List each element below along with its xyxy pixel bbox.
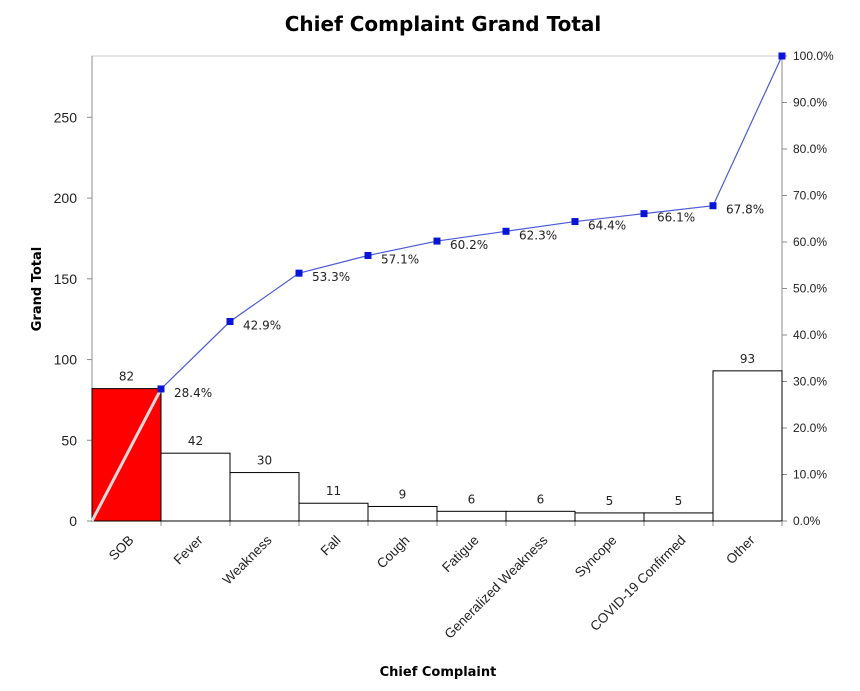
bar-value-label: 5	[675, 494, 683, 508]
bar-value-label: 5	[606, 494, 614, 508]
cumulative-percent-label: 42.9%	[243, 319, 281, 333]
y2-tick-label: 80.0%	[793, 142, 827, 156]
cumulative-percent-label: 64.4%	[588, 219, 626, 233]
category-label: Weakness	[220, 532, 275, 587]
cumulative-marker	[778, 52, 786, 60]
bar	[436, 510, 507, 522]
y2-tick-label: 40.0%	[793, 328, 827, 342]
cumulative-marker	[640, 210, 648, 218]
cumulative-marker	[157, 385, 165, 393]
y-axis-title: Grand Total	[30, 247, 45, 331]
category-label: Fever	[171, 532, 206, 567]
cumulative-marker	[571, 218, 579, 226]
bar	[505, 510, 576, 522]
chart-marks: 0 50 100 150 200 250 0.0% 10.0% 20.0% 30.0% 40.0% 5…	[54, 49, 834, 642]
cumulative-percent-label: 57.1%	[381, 252, 419, 266]
y-tick-label: 100	[54, 352, 78, 368]
cumulative-marker	[502, 227, 510, 235]
y-tick-label: 0	[69, 513, 77, 529]
bar-value-label: 6	[537, 492, 545, 506]
cumulative-percent-label: 60.2%	[450, 238, 488, 252]
bar-value-label: 11	[326, 484, 341, 498]
category-label: SOB	[106, 533, 137, 564]
bar-value-label: 82	[119, 370, 134, 384]
cumulative-percent-label: 28.4%	[174, 386, 212, 400]
y-tick-label: 200	[54, 190, 78, 206]
cumulative-percent-label: 67.8%	[726, 203, 764, 217]
bar-value-label: 6	[468, 492, 476, 506]
x-axis-title: Chief Complaint	[380, 665, 497, 680]
bar-value-label: 93	[740, 352, 755, 366]
y2-tick-label: 60.0%	[793, 235, 827, 249]
y2-tick-label: 30.0%	[793, 375, 827, 389]
y2-tick-label: 20.0%	[793, 421, 827, 435]
cumulative-marker	[226, 318, 234, 326]
y-tick-label: 250	[54, 109, 78, 125]
cumulative-line-start	[90, 388, 163, 522]
bar	[367, 505, 438, 522]
plot-area	[91, 55, 783, 522]
category-label: Fatigue	[439, 533, 481, 575]
bar	[298, 502, 369, 522]
category-label: Fall	[318, 533, 344, 559]
y-tick-label: 50	[61, 432, 77, 448]
y2-tick-label: 10.0%	[793, 468, 827, 482]
cumulative-percent-label: 62.3%	[519, 228, 557, 242]
cumulative-percent-label: 66.1%	[657, 211, 695, 225]
y-tick-label: 150	[54, 271, 78, 287]
bar-value-label: 42	[188, 434, 203, 448]
bar	[574, 512, 645, 522]
cumulative-marker	[364, 251, 372, 259]
bar-value-label: 9	[399, 487, 407, 501]
cumulative-marker	[433, 237, 441, 245]
chart-title: Chief Complaint Grand Total	[285, 12, 601, 36]
cumulative-line	[160, 55, 783, 390]
cumulative-marker	[709, 202, 717, 210]
cumulative-percent-label: 53.3%	[312, 270, 350, 284]
y2-tick-label: 50.0%	[793, 282, 827, 296]
y2-tick-label: 100.0%	[793, 49, 834, 63]
bar-value-label: 30	[257, 454, 272, 468]
bar	[643, 512, 714, 522]
y2-tick-label: 90.0%	[793, 96, 827, 110]
category-label: Syncope	[572, 533, 620, 581]
bar	[712, 370, 783, 522]
category-label: Cough	[374, 533, 413, 572]
y2-tick-label: 70.0%	[793, 189, 827, 203]
bar	[160, 452, 231, 522]
y2-tick-label: 0.0%	[793, 514, 821, 528]
category-label: Other	[723, 532, 758, 567]
cumulative-marker	[295, 269, 303, 277]
bar	[229, 472, 300, 522]
